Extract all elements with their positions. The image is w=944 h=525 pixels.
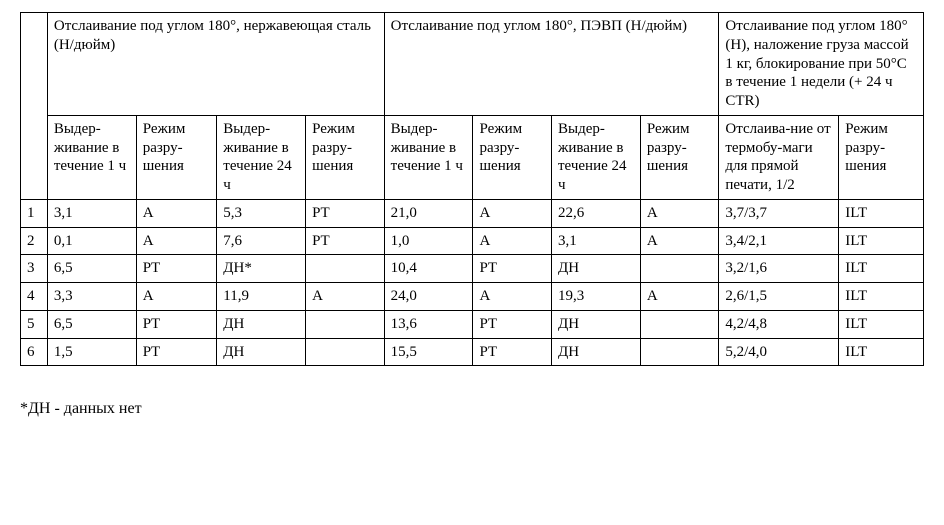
cell: 6,5 (47, 255, 136, 283)
cell (640, 338, 719, 366)
table-row: 43,3A11,9A24,0A19,3A2,6/1,5ILT (21, 283, 924, 311)
cell: A (640, 227, 719, 255)
header-thermo: Отслаива-ние от термобу-маги для прямой … (719, 115, 839, 199)
cell: ILT (839, 227, 924, 255)
cell: 15,5 (384, 338, 473, 366)
cell: 19,3 (552, 283, 641, 311)
cell: 2,6/1,5 (719, 283, 839, 311)
cell (306, 255, 385, 283)
cell: ILT (839, 283, 924, 311)
cell (306, 338, 385, 366)
cell: 3,2/1,6 (719, 255, 839, 283)
row-index: 1 (21, 199, 48, 227)
footnote: *ДН - данных нет (20, 400, 924, 418)
header-steel-24h: Выдер-живание в течение 24 ч (217, 115, 306, 199)
cell: 7,6 (217, 227, 306, 255)
cell: 3,3 (47, 283, 136, 311)
cell: PT (136, 338, 217, 366)
cell: ILT (839, 255, 924, 283)
cell: 21,0 (384, 199, 473, 227)
header-blank (21, 13, 48, 200)
cell: 3,4/2,1 (719, 227, 839, 255)
cell (640, 255, 719, 283)
cell: PT (306, 227, 385, 255)
cell: 11,9 (217, 283, 306, 311)
cell (640, 310, 719, 338)
cell (306, 310, 385, 338)
cell: 10,4 (384, 255, 473, 283)
cell: 3,7/3,7 (719, 199, 839, 227)
header-group-pevp: Отслаивание под углом 180°, ПЭВП (Н/дюйм… (384, 13, 719, 116)
cell: PT (473, 310, 552, 338)
cell: 1,0 (384, 227, 473, 255)
header-pevp-1h: Выдер-живание в течение 1 ч (384, 115, 473, 199)
cell: A (136, 227, 217, 255)
cell: PT (306, 199, 385, 227)
header-pevp-24h: Выдер-живание в течение 24 ч (552, 115, 641, 199)
cell: 13,6 (384, 310, 473, 338)
row-index: 3 (21, 255, 48, 283)
table-row: 20,1A7,6PT1,0A3,1A3,4/2,1ILT (21, 227, 924, 255)
cell: A (136, 283, 217, 311)
cell: PT (473, 255, 552, 283)
cell: A (136, 199, 217, 227)
header-steel-mode2: Режим разру-шения (306, 115, 385, 199)
row-index: 2 (21, 227, 48, 255)
header-steel-mode1: Режим разру-шения (136, 115, 217, 199)
cell: ДН* (217, 255, 306, 283)
cell: ДН (217, 310, 306, 338)
cell: PT (473, 338, 552, 366)
header-row-2: Выдер-живание в течение 1 ч Режим разру-… (21, 115, 924, 199)
row-index: 4 (21, 283, 48, 311)
cell: 22,6 (552, 199, 641, 227)
header-pevp-mode2: Режим разру-шения (640, 115, 719, 199)
cell: ILT (839, 338, 924, 366)
cell: 5,3 (217, 199, 306, 227)
cell: PT (136, 310, 217, 338)
cell: 6,5 (47, 310, 136, 338)
cell: ДН (217, 338, 306, 366)
header-ctr-mode: Режим разру-шения (839, 115, 924, 199)
cell: A (473, 283, 552, 311)
cell: 0,1 (47, 227, 136, 255)
cell: A (640, 283, 719, 311)
header-group-steel: Отслаивание под углом 180°, нержавеющая … (47, 13, 384, 116)
row-index: 5 (21, 310, 48, 338)
table-row: 61,5PTДН15,5PTДН5,2/4,0ILT (21, 338, 924, 366)
cell: A (306, 283, 385, 311)
cell: 4,2/4,8 (719, 310, 839, 338)
cell: 3,1 (47, 199, 136, 227)
cell: 5,2/4,0 (719, 338, 839, 366)
cell: PT (136, 255, 217, 283)
header-row-1: Отслаивание под углом 180°, нержавеющая … (21, 13, 924, 116)
cell: ДН (552, 338, 641, 366)
header-pevp-mode1: Режим разру-шения (473, 115, 552, 199)
peel-test-table: Отслаивание под углом 180°, нержавеющая … (20, 12, 924, 366)
cell: 3,1 (552, 227, 641, 255)
table-row: 36,5PTДН*10,4PTДН3,2/1,6ILT (21, 255, 924, 283)
cell: ДН (552, 255, 641, 283)
cell: ILT (839, 199, 924, 227)
cell: A (473, 227, 552, 255)
cell: 1,5 (47, 338, 136, 366)
row-index: 6 (21, 338, 48, 366)
table-body: 13,1A5,3PT21,0A22,6A3,7/3,7ILT20,1A7,6PT… (21, 199, 924, 366)
cell: A (473, 199, 552, 227)
cell: A (640, 199, 719, 227)
cell: ILT (839, 310, 924, 338)
cell: ДН (552, 310, 641, 338)
header-group-ctr: Отслаивание под углом 180° (Н), наложени… (719, 13, 924, 116)
cell: 24,0 (384, 283, 473, 311)
table-row: 56,5PTДН13,6PTДН4,2/4,8ILT (21, 310, 924, 338)
header-steel-1h: Выдер-живание в течение 1 ч (47, 115, 136, 199)
table-row: 13,1A5,3PT21,0A22,6A3,7/3,7ILT (21, 199, 924, 227)
